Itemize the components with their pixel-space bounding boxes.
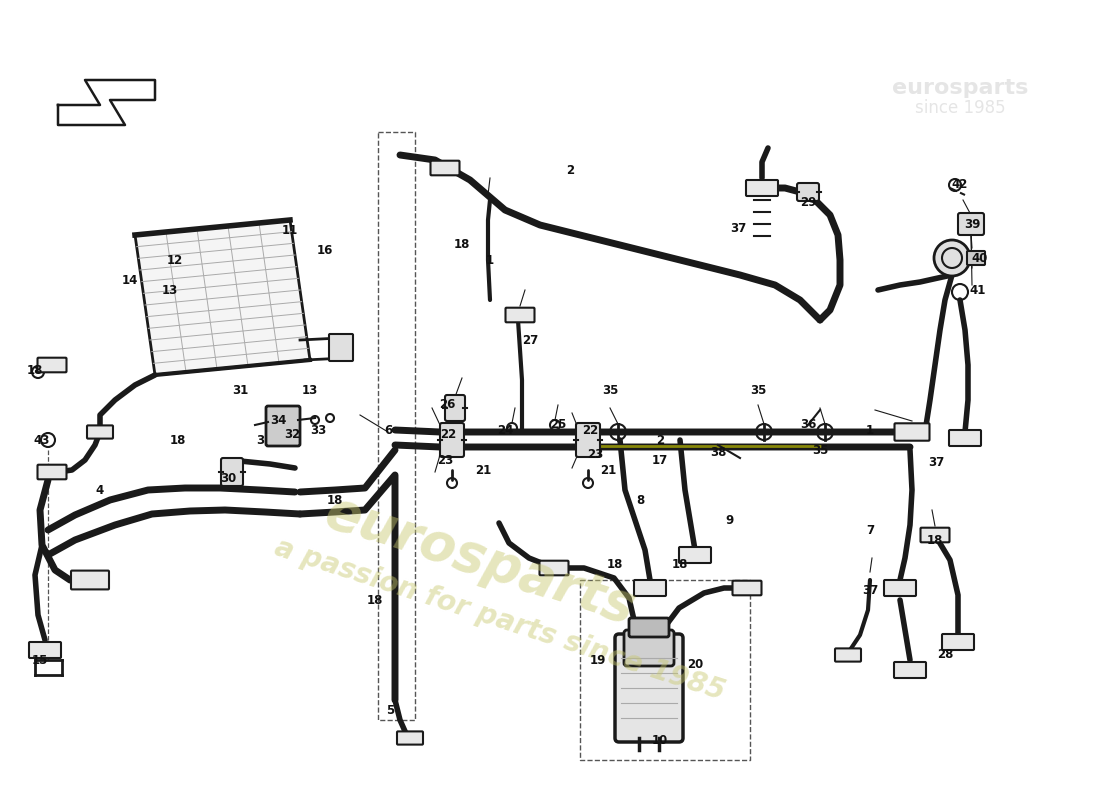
- Text: 33: 33: [310, 423, 326, 437]
- Text: 34: 34: [270, 414, 286, 426]
- FancyBboxPatch shape: [37, 358, 66, 372]
- FancyBboxPatch shape: [615, 634, 683, 742]
- Text: 20: 20: [686, 658, 703, 671]
- FancyBboxPatch shape: [29, 642, 60, 658]
- Text: eurosparts: eurosparts: [892, 78, 1028, 98]
- Text: 22: 22: [582, 423, 598, 437]
- Text: eurosparts: eurosparts: [318, 486, 641, 634]
- FancyBboxPatch shape: [967, 251, 984, 265]
- FancyBboxPatch shape: [440, 423, 464, 457]
- Text: 29: 29: [800, 195, 816, 209]
- Text: 2: 2: [656, 434, 664, 446]
- Text: 8: 8: [636, 494, 645, 506]
- Text: 23: 23: [437, 454, 453, 466]
- Text: 23: 23: [587, 449, 603, 462]
- Text: since 1985: since 1985: [915, 99, 1005, 117]
- FancyBboxPatch shape: [329, 334, 353, 361]
- FancyBboxPatch shape: [37, 465, 66, 479]
- FancyBboxPatch shape: [884, 580, 916, 596]
- Text: 2: 2: [565, 163, 574, 177]
- Text: 25: 25: [550, 418, 566, 431]
- FancyBboxPatch shape: [221, 458, 243, 486]
- Text: 18: 18: [607, 558, 624, 571]
- Text: 37: 37: [928, 455, 944, 469]
- Text: 4: 4: [96, 483, 104, 497]
- FancyBboxPatch shape: [629, 618, 669, 637]
- Text: a passion for parts since 1985: a passion for parts since 1985: [272, 534, 728, 706]
- Text: 18: 18: [366, 594, 383, 606]
- Text: 41: 41: [970, 283, 987, 297]
- Text: 18: 18: [672, 558, 689, 571]
- Text: 16: 16: [317, 243, 333, 257]
- Text: 18: 18: [454, 238, 470, 251]
- FancyBboxPatch shape: [746, 180, 778, 196]
- FancyBboxPatch shape: [949, 430, 981, 446]
- Text: 30: 30: [220, 471, 236, 485]
- FancyBboxPatch shape: [798, 183, 820, 201]
- Circle shape: [934, 240, 970, 276]
- FancyBboxPatch shape: [894, 662, 926, 678]
- FancyBboxPatch shape: [958, 213, 984, 235]
- Text: 24: 24: [497, 423, 514, 437]
- Text: 7: 7: [866, 523, 874, 537]
- Text: 15: 15: [32, 654, 48, 666]
- Text: 27: 27: [521, 334, 538, 346]
- FancyBboxPatch shape: [835, 648, 861, 662]
- Text: 11: 11: [282, 223, 298, 237]
- Text: 35: 35: [812, 443, 828, 457]
- FancyBboxPatch shape: [72, 570, 109, 590]
- FancyBboxPatch shape: [679, 547, 711, 563]
- Text: 18: 18: [169, 434, 186, 446]
- FancyBboxPatch shape: [266, 406, 300, 446]
- Text: 28: 28: [937, 649, 954, 662]
- Text: 43: 43: [34, 434, 51, 446]
- Text: 39: 39: [964, 218, 980, 231]
- FancyBboxPatch shape: [894, 423, 930, 441]
- Text: 37: 37: [862, 583, 878, 597]
- Text: 38: 38: [710, 446, 726, 458]
- Text: 26: 26: [439, 398, 455, 411]
- FancyBboxPatch shape: [576, 423, 600, 457]
- FancyBboxPatch shape: [506, 308, 535, 322]
- Text: 21: 21: [600, 463, 616, 477]
- FancyBboxPatch shape: [87, 426, 113, 438]
- Text: 42: 42: [952, 178, 968, 191]
- FancyBboxPatch shape: [446, 395, 465, 421]
- Text: 9: 9: [726, 514, 734, 526]
- Text: 40: 40: [971, 251, 988, 265]
- Polygon shape: [135, 220, 310, 375]
- FancyBboxPatch shape: [733, 581, 761, 595]
- Text: 19: 19: [590, 654, 606, 666]
- Text: 17: 17: [652, 454, 668, 466]
- Text: 18: 18: [927, 534, 943, 546]
- FancyBboxPatch shape: [539, 561, 569, 575]
- Text: 22: 22: [440, 429, 456, 442]
- FancyBboxPatch shape: [942, 634, 974, 650]
- Text: 12: 12: [167, 254, 183, 266]
- Text: 35: 35: [602, 383, 618, 397]
- FancyBboxPatch shape: [624, 630, 674, 666]
- Text: 32: 32: [284, 429, 300, 442]
- Text: 35: 35: [750, 383, 767, 397]
- Text: 13: 13: [162, 283, 178, 297]
- Text: 21: 21: [475, 463, 491, 477]
- FancyBboxPatch shape: [397, 731, 424, 745]
- Text: 1: 1: [486, 254, 494, 266]
- Text: 37: 37: [730, 222, 746, 234]
- Text: 10: 10: [652, 734, 668, 746]
- Text: 31: 31: [232, 383, 249, 397]
- Text: 18: 18: [26, 363, 43, 377]
- Text: 36: 36: [800, 418, 816, 431]
- Text: 14: 14: [122, 274, 139, 286]
- Text: 5: 5: [386, 703, 394, 717]
- FancyBboxPatch shape: [430, 161, 460, 175]
- Text: 6: 6: [384, 423, 392, 437]
- FancyBboxPatch shape: [634, 580, 665, 596]
- Text: 18: 18: [327, 494, 343, 506]
- Text: 3: 3: [256, 434, 264, 446]
- Text: 1: 1: [866, 423, 874, 437]
- FancyBboxPatch shape: [921, 528, 949, 542]
- Text: 13: 13: [301, 383, 318, 397]
